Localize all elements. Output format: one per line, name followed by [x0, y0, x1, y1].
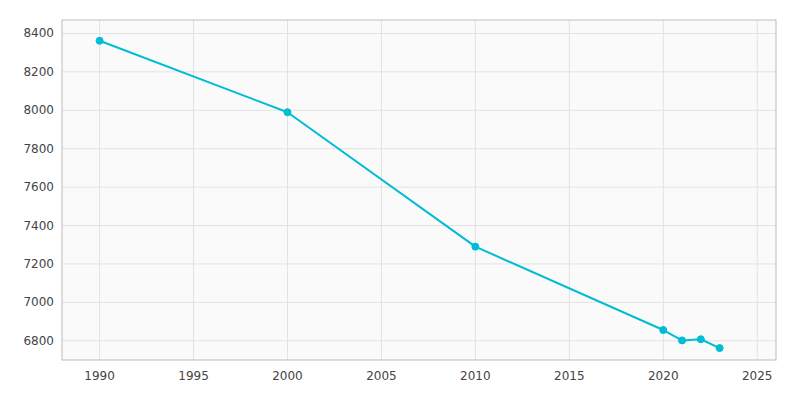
- point: [697, 336, 704, 343]
- x-tick-label: 2025: [742, 369, 773, 383]
- y-grid-line: [62, 302, 776, 303]
- point: [716, 345, 723, 352]
- y-grid-line: [62, 110, 776, 111]
- point: [284, 109, 291, 116]
- y-tick-label: 8000: [23, 103, 54, 117]
- plot-frame: [62, 20, 776, 360]
- x-grid-line: [381, 20, 382, 360]
- y-tick-label: 7000: [23, 295, 54, 309]
- x-tick-label: 2005: [366, 369, 397, 383]
- x-grid-line: [99, 20, 100, 360]
- x-grid-line: [475, 20, 476, 360]
- y-grid-line: [62, 340, 776, 341]
- point: [679, 337, 686, 344]
- x-grid-line: [193, 20, 194, 360]
- x-tick-label: 2020: [648, 369, 679, 383]
- y-grid-line: [62, 225, 776, 226]
- chart: 1990 1995 2000 2005 2010 2015 2020 2025 6800 7000…: [0, 0, 800, 400]
- x-grid-line: [757, 20, 758, 360]
- x-tick-label: 2010: [460, 369, 491, 383]
- y-grid-line: [62, 71, 776, 72]
- y-grid-line: [62, 263, 776, 264]
- point: [472, 243, 479, 250]
- plot-area: [62, 20, 776, 360]
- point: [96, 37, 103, 44]
- y-tick-label: 8400: [23, 26, 54, 40]
- x-grid-line: [287, 20, 288, 360]
- y-tick-label: 8200: [23, 65, 54, 79]
- point: [660, 327, 667, 334]
- x-grid-line: [663, 20, 664, 360]
- grid: [62, 20, 776, 360]
- x-tick-label: 1990: [84, 369, 115, 383]
- x-tick-label: 2015: [554, 369, 585, 383]
- tick-labels: 1990 1995 2000 2005 2010 2015 2020 2025 6800 7000…: [23, 26, 772, 383]
- line: [100, 41, 720, 348]
- x-tick-label: 2000: [272, 369, 303, 383]
- x-grid-line: [569, 20, 570, 360]
- y-tick-label: 7800: [23, 142, 54, 156]
- y-grid-line: [62, 187, 776, 188]
- y-tick-label: 7400: [23, 219, 54, 233]
- y-tick-label: 7600: [23, 180, 54, 194]
- series: [96, 37, 723, 351]
- y-tick-label: 6800: [23, 334, 54, 348]
- page: {"chart_data": {"type": "line", "x": [19…: [0, 0, 800, 400]
- x-tick-label: 1995: [178, 369, 209, 383]
- y-grid-line: [62, 33, 776, 34]
- chart-container: 1990 1995 2000 2005 2010 2015 2020 2025 6800 7000…: [0, 0, 800, 400]
- y-tick-label: 7200: [23, 257, 54, 271]
- y-grid-line: [62, 148, 776, 149]
